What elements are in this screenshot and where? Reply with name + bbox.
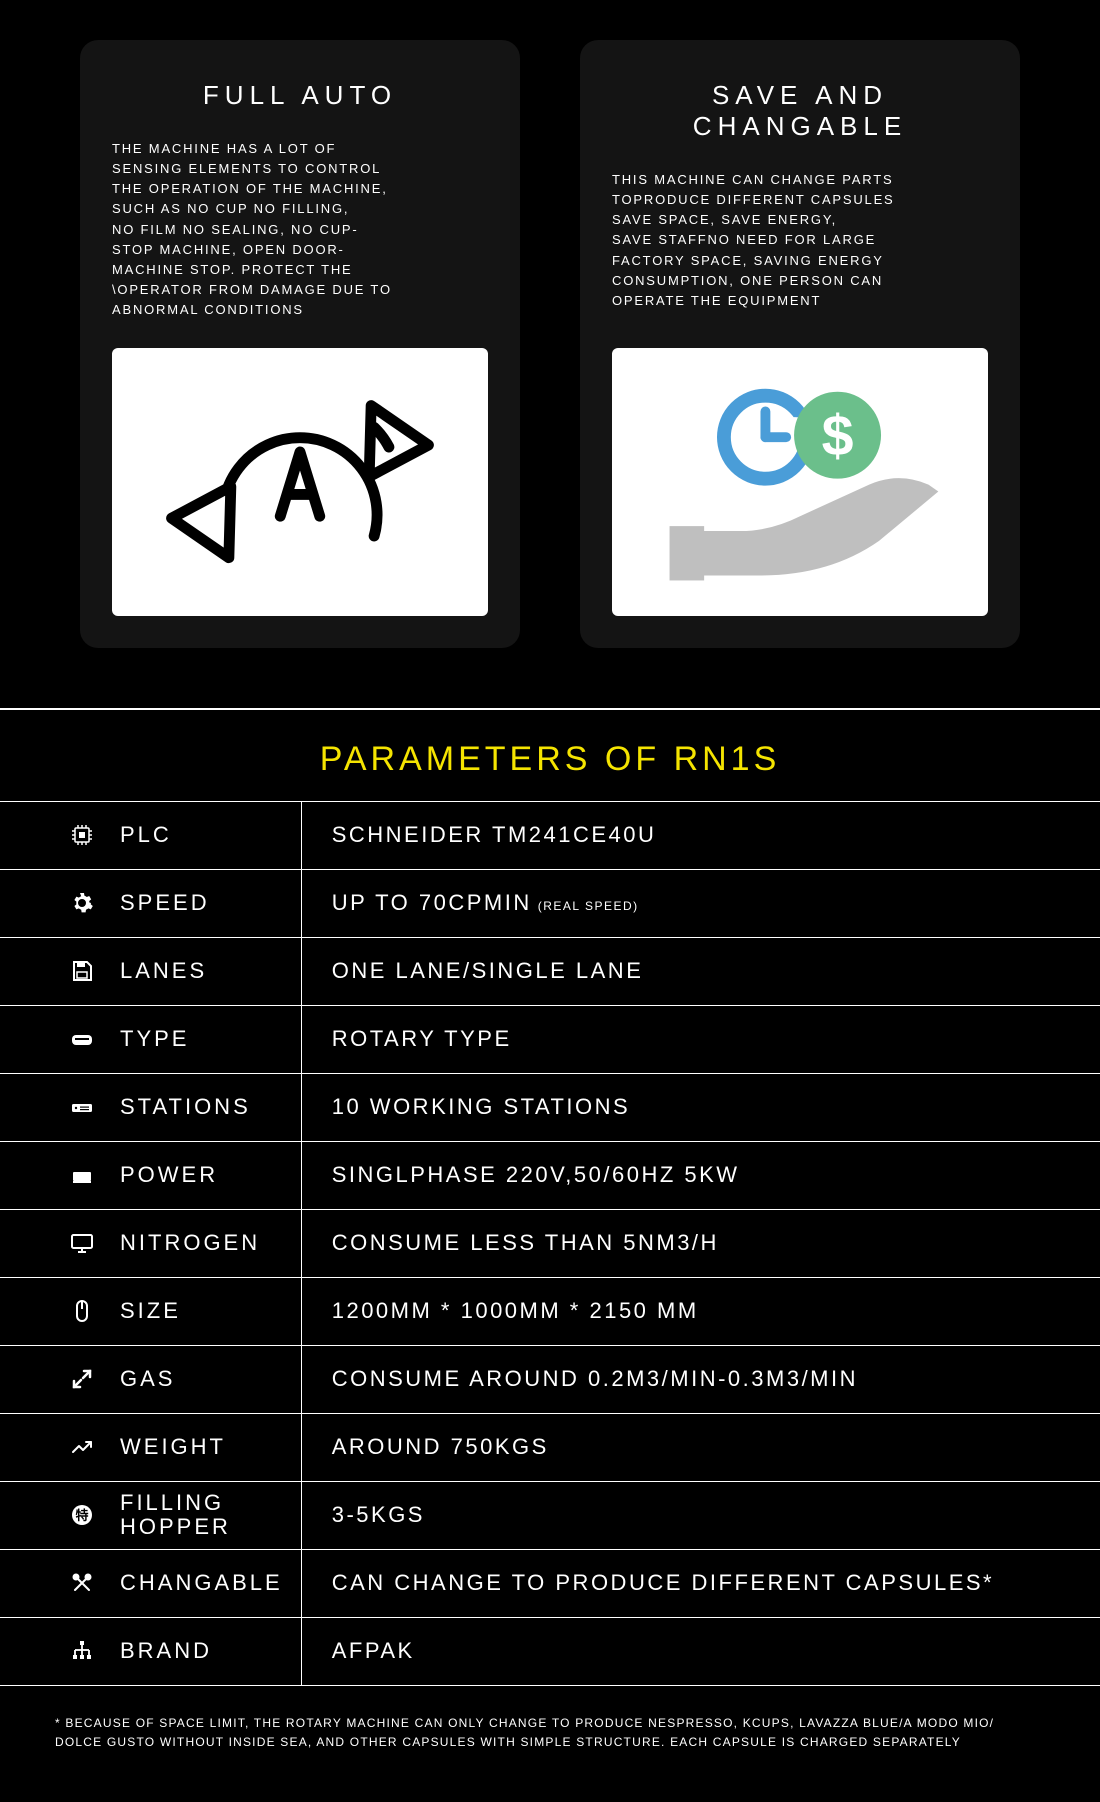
chip-icon <box>70 823 94 847</box>
param-value: 1200MM * 1000MM * 2150 MM <box>332 1298 699 1323</box>
param-value-note: (REAL SPEED) <box>538 899 639 913</box>
param-label: PLC <box>120 823 172 847</box>
param-label: BRAND <box>120 1639 212 1663</box>
param-value: 10 WORKING STATIONS <box>332 1094 631 1119</box>
param-value: UP TO 70CPMIN <box>332 890 532 915</box>
save-icon <box>70 959 94 983</box>
param-value-cell: CONSUME AROUND 0.2M3/MIN-0.3M3/MIN <box>301 1345 1100 1413</box>
param-value: AFPAK <box>332 1638 415 1663</box>
param-value: SCHNEIDER TM241CE40U <box>332 822 657 847</box>
table-row: NITROGEN CONSUME LESS THAN 5NM3/H <box>0 1209 1100 1277</box>
table-row: LANES ONE LANE/SINGLE LANE <box>0 937 1100 1005</box>
tools-icon <box>70 1571 94 1595</box>
parameters-heading: PARAMETERS OF RN1S <box>0 708 1100 801</box>
param-label-cell: SIZE <box>0 1277 301 1345</box>
power-icon <box>70 1163 94 1187</box>
expand-icon <box>70 1367 94 1391</box>
param-value-cell: 10 WORKING STATIONS <box>301 1073 1100 1141</box>
badge-icon <box>70 1503 94 1527</box>
server-icon <box>70 1095 94 1119</box>
param-label-cell: POWER <box>0 1141 301 1209</box>
param-value-cell: 1200MM * 1000MM * 2150 MM <box>301 1277 1100 1345</box>
gear-icon <box>70 891 94 915</box>
param-value-cell: CAN CHANGE TO PRODUCE DIFFERENT CAPSULES… <box>301 1549 1100 1617</box>
monitor-icon <box>70 1231 94 1255</box>
table-row: FILLING HOPPER 3-5KGS <box>0 1481 1100 1549</box>
param-value: 3-5KGS <box>332 1502 425 1527</box>
card-body: THIS MACHINE CAN CHANGE PARTS TOPRODUCE … <box>612 170 988 311</box>
save-money-icon: $ <box>632 368 968 595</box>
param-label-cell: SPEED <box>0 869 301 937</box>
param-value: AROUND 750KGS <box>332 1434 549 1459</box>
table-row: BRAND AFPAK <box>0 1617 1100 1685</box>
param-label-cell: WEIGHT <box>0 1413 301 1481</box>
param-label-cell: LANES <box>0 937 301 1005</box>
param-label: GAS <box>120 1367 175 1391</box>
table-row: GAS CONSUME AROUND 0.2M3/MIN-0.3M3/MIN <box>0 1345 1100 1413</box>
svg-text:$: $ <box>822 404 854 468</box>
table-row: PLC SCHNEIDER TM241CE40U <box>0 801 1100 869</box>
param-label: FILLING HOPPER <box>120 1491 283 1539</box>
card-body: THE MACHINE HAS A LOT OF SENSING ELEMENT… <box>112 139 488 320</box>
table-row: POWER SINGLPHASE 220V,50/60HZ 5KW <box>0 1141 1100 1209</box>
card-title: FULL AUTO <box>112 80 488 111</box>
param-label: LANES <box>120 959 207 983</box>
tree-icon <box>70 1639 94 1663</box>
auto-cycle-icon <box>132 368 468 595</box>
param-label-cell: GAS <box>0 1345 301 1413</box>
feature-card-full-auto: FULL AUTO THE MACHINE HAS A LOT OF SENSI… <box>80 40 520 648</box>
param-label: SIZE <box>120 1299 181 1323</box>
param-label: WEIGHT <box>120 1435 226 1459</box>
footnote: * BECAUSE OF SPACE LIMIT, THE ROTARY MAC… <box>0 1686 1100 1802</box>
param-label: NITROGEN <box>120 1231 260 1255</box>
param-value: CONSUME AROUND 0.2M3/MIN-0.3M3/MIN <box>332 1366 858 1391</box>
card-image <box>112 348 488 615</box>
param-label: SPEED <box>120 891 210 915</box>
card-title: SAVE AND CHANGABLE <box>612 80 988 142</box>
drive-icon <box>70 1027 94 1051</box>
param-label-cell: CHANGABLE <box>0 1549 301 1617</box>
table-row: SIZE 1200MM * 1000MM * 2150 MM <box>0 1277 1100 1345</box>
feature-card-save-changable: SAVE AND CHANGABLE THIS MACHINE CAN CHAN… <box>580 40 1020 648</box>
parameters-table: PLC SCHNEIDER TM241CE40U SPEED UP TO 70CPMI… <box>0 801 1100 1686</box>
param-value-cell: SINGLPHASE 220V,50/60HZ 5KW <box>301 1141 1100 1209</box>
param-value: SINGLPHASE 220V,50/60HZ 5KW <box>332 1162 740 1187</box>
chart-icon <box>70 1435 94 1459</box>
table-row: SPEED UP TO 70CPMIN (REAL SPEED) <box>0 869 1100 937</box>
param-value: ONE LANE/SINGLE LANE <box>332 958 644 983</box>
param-label: CHANGABLE <box>120 1571 283 1595</box>
param-label: POWER <box>120 1163 218 1187</box>
param-value: CONSUME LESS THAN 5NM3/H <box>332 1230 719 1255</box>
param-label-cell: NITROGEN <box>0 1209 301 1277</box>
table-row: TYPE ROTARY TYPE <box>0 1005 1100 1073</box>
param-value-cell: ONE LANE/SINGLE LANE <box>301 937 1100 1005</box>
param-value-cell: AROUND 750KGS <box>301 1413 1100 1481</box>
param-label: STATIONS <box>120 1095 251 1119</box>
table-row: WEIGHT AROUND 750KGS <box>0 1413 1100 1481</box>
param-value-cell: ROTARY TYPE <box>301 1005 1100 1073</box>
param-label-cell: BRAND <box>0 1617 301 1685</box>
table-row: CHANGABLE CAN CHANGE TO PRODUCE DIFFERENT… <box>0 1549 1100 1617</box>
feature-cards-row: FULL AUTO THE MACHINE HAS A LOT OF SENSI… <box>0 0 1100 708</box>
param-value: ROTARY TYPE <box>332 1026 512 1051</box>
param-value: CAN CHANGE TO PRODUCE DIFFERENT CAPSULES… <box>332 1570 994 1595</box>
card-image: $ <box>612 348 988 615</box>
param-label: TYPE <box>120 1027 189 1051</box>
param-value-cell: CONSUME LESS THAN 5NM3/H <box>301 1209 1100 1277</box>
param-value-cell: SCHNEIDER TM241CE40U <box>301 801 1100 869</box>
param-value-cell: AFPAK <box>301 1617 1100 1685</box>
table-row: STATIONS 10 WORKING STATIONS <box>0 1073 1100 1141</box>
param-label-cell: STATIONS <box>0 1073 301 1141</box>
param-label-cell: PLC <box>0 801 301 869</box>
param-label-cell: FILLING HOPPER <box>0 1481 301 1549</box>
mouse-icon <box>70 1299 94 1323</box>
param-value-cell: 3-5KGS <box>301 1481 1100 1549</box>
param-value-cell: UP TO 70CPMIN (REAL SPEED) <box>301 869 1100 937</box>
param-label-cell: TYPE <box>0 1005 301 1073</box>
